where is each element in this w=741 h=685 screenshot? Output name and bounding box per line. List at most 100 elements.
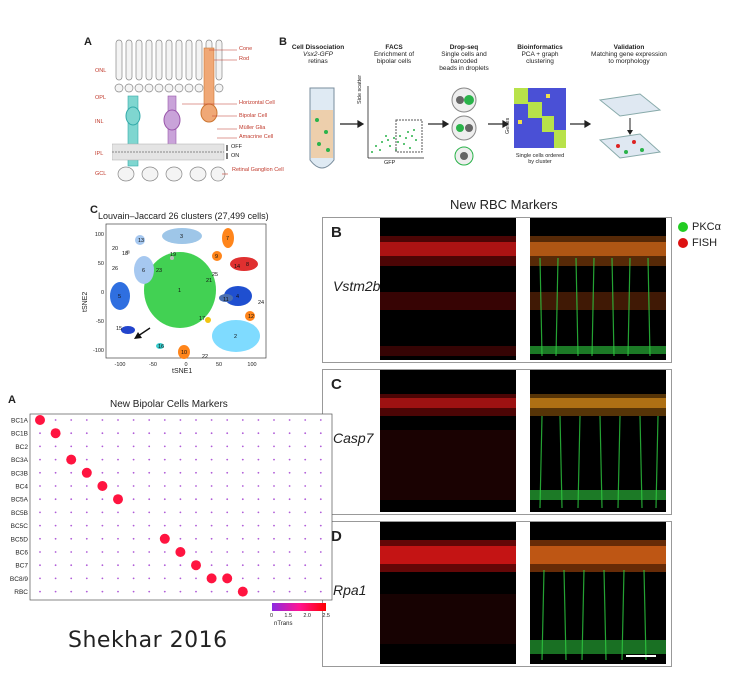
dotplot-background-dot — [195, 498, 197, 501]
dotplot-background-dot — [101, 445, 104, 448]
dotplot-background-dot — [39, 471, 41, 474]
dotplot-background-dot — [148, 551, 151, 553]
dotplot-background-dot — [241, 419, 244, 421]
cluster-9 — [212, 251, 222, 261]
dotplot-row-label: BC6 — [15, 550, 28, 557]
dotplot-background-dot — [319, 471, 322, 474]
dotplot-row-label: RBC — [14, 589, 28, 596]
cluster-4 — [224, 286, 252, 306]
dotplot-background-dot — [54, 551, 57, 553]
label-muller-glia: Müller Glia — [239, 125, 266, 131]
heatmap-y-label: Genes — [505, 117, 511, 134]
dotplot-background-dot — [304, 524, 307, 527]
x-tick: 0 — [184, 362, 187, 368]
dotplot-background-dot — [288, 432, 291, 435]
dotplot-background-dot — [117, 432, 119, 435]
label-rod: Rod — [239, 56, 250, 62]
rbc-panel-vstm2b: B Vstm2b — [322, 217, 672, 363]
dotplot-background-dot — [117, 419, 119, 421]
cluster-label-10: 10 — [181, 350, 187, 356]
dotplot-background-dot — [179, 471, 182, 474]
dotplot-background-dot — [226, 485, 229, 487]
dotplot-marker-dot — [97, 481, 108, 491]
dotplot-background-dot — [179, 537, 182, 540]
step-validation: Validation Matching gene expression to m… — [584, 44, 674, 65]
colorbar-tick: 0 — [270, 613, 274, 619]
dotplot-background-dot — [70, 419, 73, 421]
dotplot-background-dot — [39, 564, 41, 567]
cluster-label-3: 3 — [180, 234, 183, 240]
dotplot-background-dot — [241, 485, 244, 487]
dotplot-background-dot — [117, 551, 119, 553]
step-sub: Vsx2-GFP — [303, 51, 333, 58]
dotplot-background-dot — [319, 485, 322, 487]
dotplot-background-dot — [179, 524, 182, 527]
dotplot-background-dot — [257, 577, 260, 580]
dotplot-background-dot — [54, 498, 57, 501]
dotplot-background-dot — [304, 537, 307, 540]
dotplot-background-dot — [54, 419, 57, 421]
dotplot-background-dot — [54, 485, 57, 487]
dotplot-background-dot — [163, 445, 166, 448]
rbc-panel-rpa1: D Rpa1 — [322, 521, 672, 667]
dotplot-background-dot — [101, 590, 104, 593]
dotplot-letter: A — [8, 394, 16, 406]
dotplot-background-dot — [195, 419, 197, 421]
dotplot-background-dot — [39, 445, 41, 448]
dotplot-background-dot — [226, 551, 229, 553]
dotplot-background-dot — [85, 432, 88, 435]
dotplot-background-dot — [273, 445, 275, 448]
dotplot-background-dot — [226, 537, 229, 540]
dotplot-background-dot — [241, 577, 244, 580]
merge-image-drawing — [530, 540, 666, 661]
dotplot-chart: BC1A BC1B BC2 BC3A BC3B BC4 BC5A BC5B BC5C BC5D BC… — [10, 413, 333, 601]
dotplot-background-dot — [304, 471, 307, 474]
label-off: OFF — [231, 144, 242, 150]
dotplot-background-dot — [319, 564, 322, 567]
dotplot-background-dot — [39, 551, 41, 553]
fish-image-drawing — [380, 540, 516, 644]
legend-fish-swatch — [678, 238, 688, 248]
rbc-header: New RBC Markers — [450, 197, 558, 212]
layer-inl: INL — [95, 119, 104, 125]
dotplot-background-dot — [148, 511, 151, 514]
dotplot-background-dot — [210, 511, 213, 514]
dotplot-background-dot — [257, 485, 260, 487]
step-bioinformatics: Bioinformatics PCA + graph clustering — [508, 44, 572, 65]
cluster-label-18: 18 — [122, 251, 128, 257]
dotplot-background-dot — [257, 498, 260, 501]
dotplot-background-dot — [304, 485, 307, 487]
tsne-plot: 1 2 3 4 5 6 7 8 9 10 11 12 13 14 15 16 1… — [93, 223, 267, 368]
dotplot-background-dot — [85, 590, 88, 593]
gene-name: Rpa1 — [333, 582, 367, 598]
step-sub: Matching gene expression — [591, 51, 667, 58]
dotplot-marker-dot — [50, 428, 61, 439]
cluster-7 — [222, 228, 234, 248]
dotplot-background-dot — [319, 419, 322, 421]
dotplot-background-dot — [179, 485, 182, 487]
dotplot-background-dot — [257, 524, 260, 527]
dotplot-background-dot — [163, 511, 166, 514]
dotplot-background-dot — [226, 458, 229, 461]
dotplot-background-dot — [179, 445, 182, 448]
step-title: Bioinformatics — [517, 44, 563, 51]
credit-text: Shekhar 2016 — [68, 628, 228, 653]
dotplot-background-dot — [304, 551, 307, 553]
y-tick: 0 — [101, 290, 104, 296]
dotplot-background-dot — [132, 537, 135, 540]
dotplot-background-dot — [148, 564, 151, 567]
step-sub: bipolar cells — [376, 58, 412, 65]
dotplot-background-dot — [101, 551, 104, 553]
step-sub: to morphology — [608, 58, 650, 65]
dotplot-row-label: BC1A — [11, 418, 29, 425]
layer-gcl: GCL — [95, 171, 107, 177]
dotplot-background-dot — [210, 471, 213, 474]
dotplot-background-dot — [132, 471, 135, 474]
tsne-title: Louvain–Jaccard 26 clusters (27,499 cell… — [98, 211, 269, 221]
dotplot-row-label: BC5C — [11, 523, 29, 530]
dotplot-background-dot — [304, 445, 307, 448]
dotplot-background-dot — [117, 458, 119, 461]
facs-x-label: GFP — [384, 160, 396, 166]
dotplot-background-dot — [288, 551, 291, 553]
dotplot-background-dot — [319, 498, 322, 501]
